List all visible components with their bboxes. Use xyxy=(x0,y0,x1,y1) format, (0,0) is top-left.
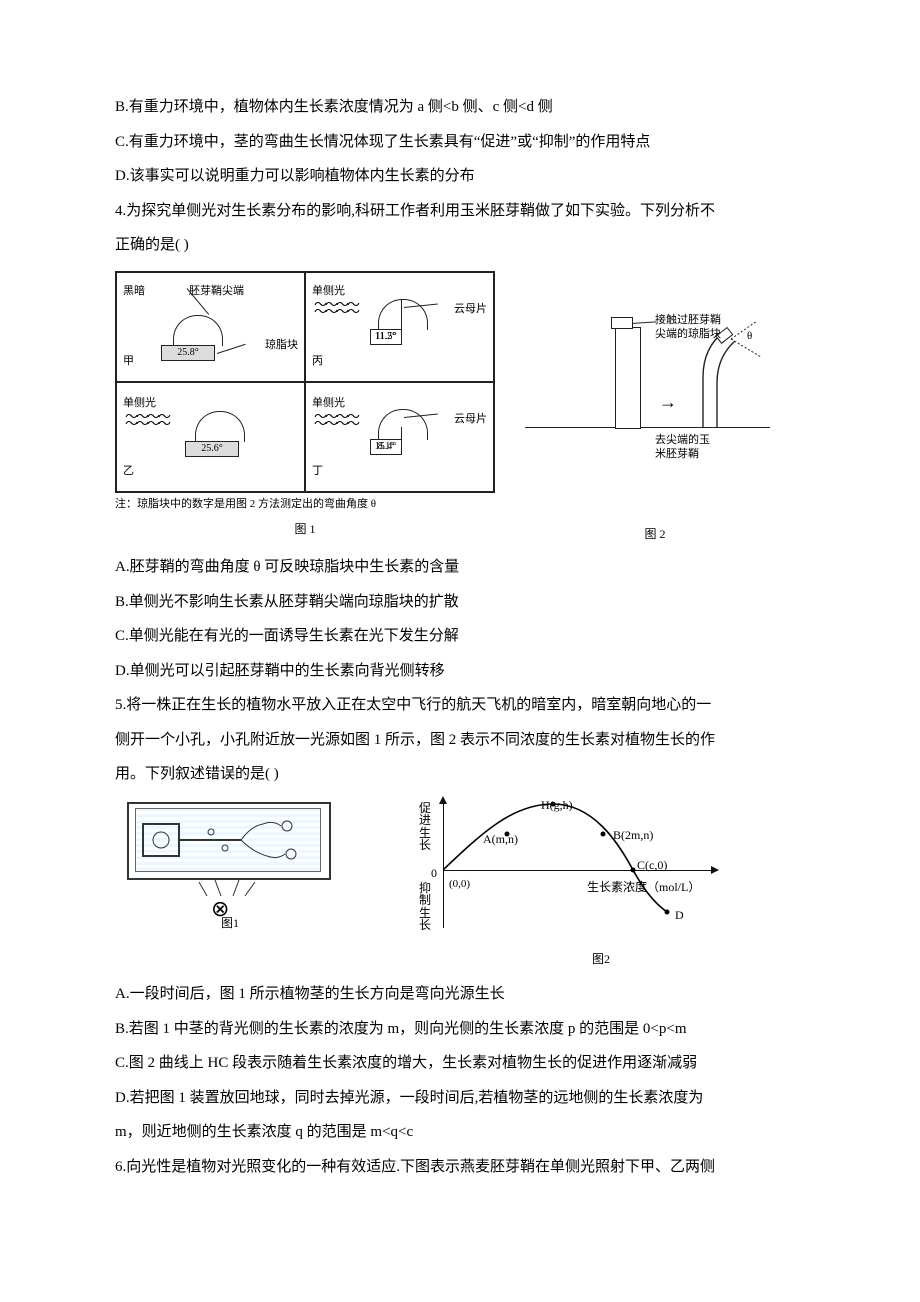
q3-option-d: D.该事实可以说明重力可以影响植物体内生长素的分布 xyxy=(115,159,820,194)
pt-H: H(g,h) xyxy=(541,792,573,820)
q5-fig2-caption: 图2 xyxy=(441,946,761,974)
agar-ding-r: 15.4° xyxy=(370,439,402,455)
ylabel-inhibit: 抑制生长 xyxy=(419,882,431,932)
fig1-cell-jia: 黑暗 胚芽鞘尖端 25.8° 琼脂块 甲 xyxy=(116,272,305,382)
xlabel: 生长素浓度（mol/L） xyxy=(587,874,700,902)
q4-fig1: 黑暗 胚芽鞘尖端 25.8° 琼脂块 甲 单侧光 〜〜〜〜〜〜〜〜 xyxy=(115,271,495,544)
q5-fig1-caption: 图1 xyxy=(115,910,345,938)
exam-page: B.有重力环境中，植物体内生长素浓度情况为 a 侧<b 侧、c 侧<d 侧 C.… xyxy=(0,0,920,1302)
fig1-note: 注：琼脂块中的数字是用图 2 方法测定出的弯曲角度 θ xyxy=(115,497,495,512)
q4-stem-2: 正确的是( ) xyxy=(115,228,820,263)
q5-option-b: B.若图 1 中茎的背光侧的生长素的浓度为 m，则向光侧的生长素浓度 p 的范围… xyxy=(115,1012,820,1047)
label-agar-touched: 接触过胚芽鞘 尖端的琼脂块 xyxy=(655,313,721,342)
fig1-cell-ding: 单侧光 〜〜〜〜〜〜〜〜 云母片 8.1°15.4° 丁 xyxy=(305,382,494,492)
label-bing: 丙 xyxy=(312,349,323,374)
q5-fig1: ⊗ 图1 xyxy=(115,796,355,936)
label-decap: 去尖端的玉 米胚芽鞘 xyxy=(655,433,710,462)
q5-fig2: 促进生长 抑制生长 0 (0,0) H(g,h) A(m,n) B(2m,n) … xyxy=(401,796,761,974)
q6-stem: 6.向光性是植物对光照变化的一种有效适应.下图表示燕麦胚芽鞘在单侧光照射下甲、乙… xyxy=(115,1150,820,1185)
agar-bing-r: 11.2° xyxy=(370,329,402,345)
zero-label: 0 xyxy=(431,860,437,888)
q3-option-b: B.有重力环境中，植物体内生长素浓度情况为 a 侧<b 侧、c 侧<d 侧 xyxy=(115,90,820,125)
q4-option-b: B.单侧光不影响生长素从胚芽鞘尖端向琼脂块的扩散 xyxy=(115,585,820,620)
fig1-cell-bing: 单侧光 〜〜〜〜〜〜〜〜 云母片 11.5°11.2° 丙 xyxy=(305,272,494,382)
q5-stem-2: 侧开一个小孔，小孔附近放一光源如图 1 所示，图 2 表示不同浓度的生长素对植物… xyxy=(115,723,820,758)
label-dark: 黑暗 xyxy=(123,279,145,304)
pt-D: D xyxy=(675,902,684,930)
label-mica-bing: 云母片 xyxy=(454,297,487,322)
agar-yi: 25.6° xyxy=(185,441,239,457)
label-jia: 甲 xyxy=(123,349,134,374)
pt-B: B(2m,n) xyxy=(613,822,653,850)
fig1-caption: 图 1 xyxy=(115,516,495,544)
q4-option-c: C.单侧光能在有光的一面诱导生长素在光下发生分解 xyxy=(115,619,820,654)
q5-option-c: C.图 2 曲线上 HC 段表示随着生长素浓度的增大，生长素对植物生长的促进作用… xyxy=(115,1046,820,1081)
plant-icon xyxy=(141,814,313,866)
ylabel-promote: 促进生长 xyxy=(419,802,431,852)
label-ding: 丁 xyxy=(312,459,323,484)
q5-option-d1: D.若把图 1 装置放回地球，同时去掉光源，一段时间后,若植物茎的远地侧的生长素… xyxy=(115,1081,820,1116)
agar-jia: 25.8° xyxy=(161,345,215,361)
label-mica-ding: 云母片 xyxy=(454,407,487,432)
q4-figure-row: 黑暗 胚芽鞘尖端 25.8° 琼脂块 甲 单侧光 〜〜〜〜〜〜〜〜 xyxy=(115,271,820,549)
pt-A: A(m,n) xyxy=(483,826,518,854)
q5-stem-3: 用。下列叙述错误的是( ) xyxy=(115,757,820,792)
label-agar: 琼脂块 xyxy=(265,333,298,358)
svg-text:θ: θ xyxy=(747,330,752,342)
q5-figure-row: ⊗ 图1 促进生长 抑制生长 0 (0,0) xyxy=(115,796,820,974)
q4-fig2: → θ 接触过胚芽鞘 尖端的琼脂块 去尖端的玉 米胚芽鞘 图 2 xyxy=(525,277,785,549)
fig1-cell-yi: 单侧光 〜〜〜〜〜〜〜〜 25.6° 乙 xyxy=(116,382,305,492)
fig2-caption: 图 2 xyxy=(525,521,785,549)
label-yi: 乙 xyxy=(123,459,134,484)
q4-stem-1: 4.为探究单侧光对生长素分布的影响,科研工作者利用玉米胚芽鞘做了如下实验。下列分… xyxy=(115,194,820,229)
q5-option-d2: m，则近地侧的生长素浓度 q 的范围是 m<q<c xyxy=(115,1115,820,1150)
q3-option-c: C.有重力环境中，茎的弯曲生长情况体现了生长素具有“促进”或“抑制”的作用特点 xyxy=(115,125,820,160)
q4-option-a: A.胚芽鞘的弯曲角度 θ 可反映琼脂块中生长素的含量 xyxy=(115,550,820,585)
q5-option-a: A.一段时间后，图 1 所示植物茎的生长方向是弯向光源生长 xyxy=(115,977,820,1012)
q5-stem-1: 5.将一株正在生长的植物水平放入正在太空中飞行的航天飞机的暗室内，暗室朝向地心的… xyxy=(115,688,820,723)
q4-option-d: D.单侧光可以引起胚芽鞘中的生长素向背光侧转移 xyxy=(115,654,820,689)
